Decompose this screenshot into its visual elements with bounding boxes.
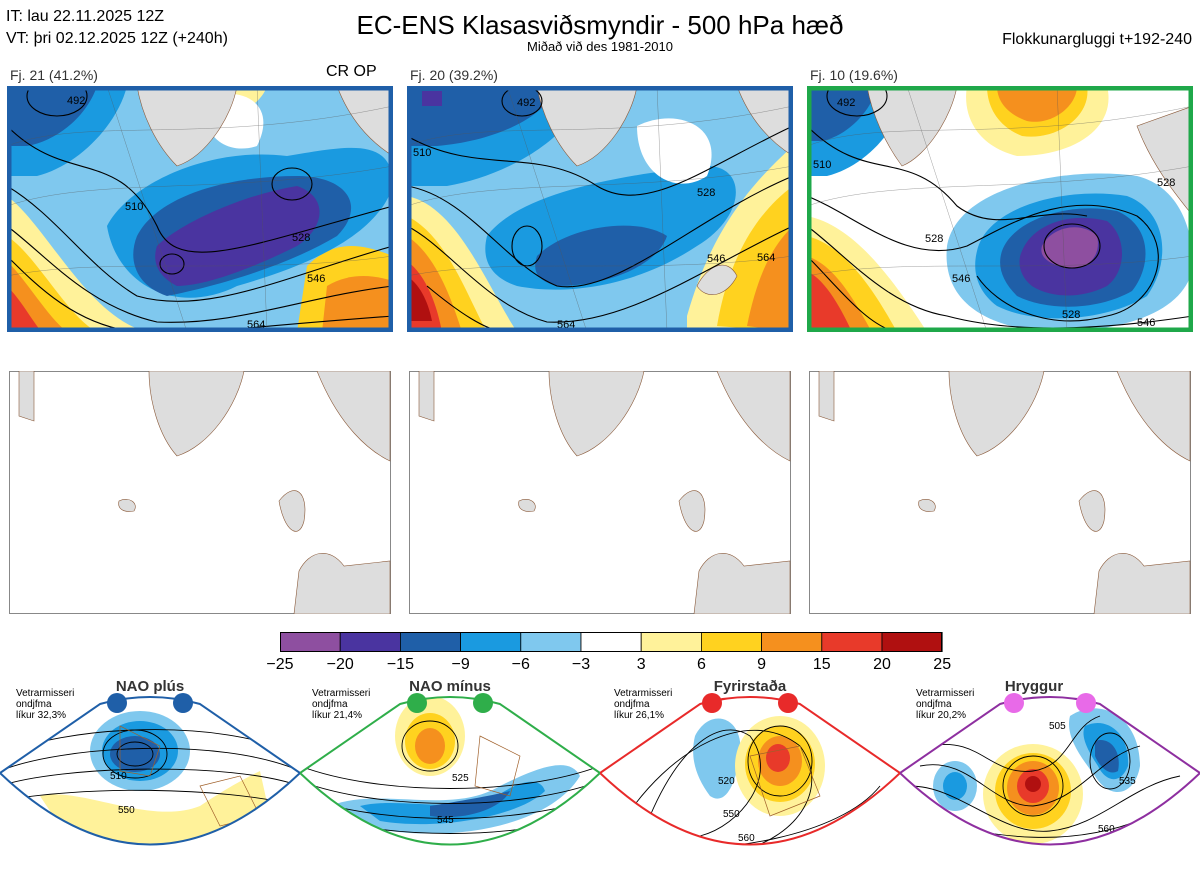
colorbar-tick: 20 (873, 656, 891, 673)
cluster-2-map: 492 510 528 546 564 564 (407, 86, 793, 332)
contour-label: 550 (118, 805, 135, 816)
regime-note-3: líkur 21,4% (312, 710, 363, 721)
contour-label: 510 (813, 159, 831, 171)
colorbar-swatch (881, 631, 943, 653)
cluster-2-frame (407, 86, 793, 332)
contour-label: 510 (125, 201, 143, 213)
contour-label: 528 (697, 187, 715, 199)
contour-label: 510 (110, 771, 127, 782)
contour-label: 545 (437, 815, 454, 826)
regime-note-2: ondjfma (614, 699, 650, 710)
regime-marker (407, 693, 427, 713)
empty-map-1 (9, 371, 391, 614)
page-title: EC-ENS Klasasviðsmyndir - 500 hPa hæð (356, 10, 844, 40)
regime-note-2: ondjfma (312, 699, 348, 710)
colorbar-swatch (821, 631, 883, 653)
colorbar-tick: 15 (812, 656, 831, 673)
cluster-1-tags: CR OP (326, 63, 377, 80)
regime-note-3: líkur 20,2% (916, 710, 967, 721)
page-subtitle: Miðað við des 1981-2010 (527, 39, 673, 54)
regime-marker (1076, 693, 1096, 713)
contour-label: 492 (837, 97, 855, 109)
regime-note-1: Vetrarmisseri (312, 688, 371, 699)
colorbar-tick: 9 (757, 656, 767, 673)
contour-label: 564 (757, 252, 775, 264)
colorbar-swatch (460, 631, 522, 653)
regime-note-1: Vetrarmisseri (916, 688, 975, 699)
regime-marker (473, 693, 493, 713)
contour-label: 528 (292, 232, 310, 244)
contour-label: 565 (448, 850, 465, 861)
regime-note-1: Vetrarmisseri (16, 688, 75, 699)
colorbar-tick: 25 (933, 656, 952, 673)
cluster-3-label: Fj. 10 (19.6%) (810, 67, 898, 83)
regime-note-1: Vetrarmisseri (614, 688, 673, 699)
colorbar-swatch (761, 631, 823, 653)
contour-label: 505 (1049, 721, 1066, 732)
colorbar-tick: −6 (511, 656, 530, 673)
colorbar-tick: −15 (386, 656, 414, 673)
regime-note-2: ondjfma (16, 699, 52, 710)
regime-note-2: ondjfma (916, 699, 952, 710)
colorbar-swatch (520, 631, 582, 653)
colorbar-tick: −3 (571, 656, 591, 673)
regime-title: NAO mínus (409, 678, 491, 695)
regime-title: NAO plús (115, 678, 185, 695)
colorbar-swatch (339, 631, 401, 653)
regime-note-3: líkur 26,1% (614, 710, 665, 721)
valid-time: VT: þri 02.12.2025 12Z (+240h) (6, 30, 228, 47)
contour-label: 510 (413, 147, 431, 159)
regime-title: Fyrirstaða (713, 678, 787, 695)
colorbar-swatch (400, 631, 462, 653)
contour-label: 528 (925, 233, 943, 245)
regime-marker (173, 693, 193, 713)
regime-marker (107, 693, 127, 713)
contour-label: 528 (1157, 177, 1175, 189)
contour-label: 550 (723, 809, 740, 820)
cluster-2-label: Fj. 20 (39.2%) (410, 67, 498, 83)
contour-label: 560 (738, 833, 755, 844)
contour-label: 492 (517, 97, 535, 109)
cluster-1-label: Fj. 21 (41.2%) (10, 67, 98, 83)
colorbar-tick: −20 (326, 656, 354, 673)
contour-label: 520 (718, 776, 735, 787)
empty-map-2 (409, 371, 791, 614)
regime-ridge: Vetrarmisseri ondjfma líkur 20,2% Hryggu… (900, 676, 1200, 871)
contour-label: 546 (707, 253, 725, 265)
colorbar-swatch (279, 631, 341, 653)
regime-nao-plus: Vetrarmisseri ondjfma líkur 32,3% NAO pl… (0, 676, 300, 871)
cluster-3-frame (807, 86, 1193, 332)
contour-label: 546 (1137, 317, 1155, 329)
contour-label: 492 (67, 95, 85, 107)
regime-marker (1004, 693, 1024, 713)
regime-nao-minus: Vetrarmisseri ondjfma líkur 21,4% NAO mí… (300, 676, 600, 871)
contour-label: 546 (952, 273, 970, 285)
regime-marker (702, 693, 722, 713)
contour-label: 528 (1062, 309, 1080, 321)
cluster-1-frame (7, 86, 393, 332)
contour-label: 560 (1098, 824, 1115, 835)
colorbar-tick: −9 (451, 656, 470, 673)
colorbar-tick: 6 (696, 656, 706, 673)
classification-window: Flokkunargluggi t+192-240 (1002, 31, 1192, 48)
colorbar-swatch (640, 631, 702, 653)
cluster-3-map: 492 510 528 546 528 546 528 (807, 86, 1193, 332)
contour-label: 546 (307, 273, 325, 285)
colorbar-tick: 3 (636, 656, 646, 673)
initial-time: IT: lau 22.11.2025 12Z (6, 8, 165, 25)
cluster-1-map: 492 510 528 546 564 (7, 86, 393, 332)
regime-blocking: Vetrarmisseri ondjfma líkur 26,1% Fyrirs… (600, 676, 900, 871)
colorbar-swatch (700, 631, 762, 653)
regime-note-3: líkur 32,3% (16, 710, 67, 721)
colorbar-tick: −25 (266, 656, 294, 673)
empty-map-3 (809, 371, 1191, 614)
regime-marker (778, 693, 798, 713)
header-info: IT: lau 22.11.2025 12Z VT: þri 02.12.202… (6, 6, 228, 50)
colorbar-swatch (580, 631, 642, 653)
colorbar (279, 631, 944, 657)
contour-label: 535 (1119, 776, 1136, 787)
contour-label: 525 (452, 773, 469, 784)
regime-title: Hryggur (1004, 678, 1064, 695)
